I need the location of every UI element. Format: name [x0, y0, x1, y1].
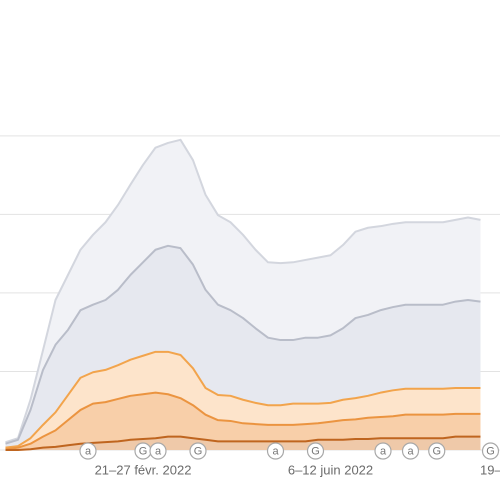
annotation-marker: G: [428, 442, 446, 460]
annotation-circle: [266, 442, 285, 460]
annotation-circle: [189, 442, 207, 460]
series-line: [5, 244, 481, 445]
band: [5, 392, 481, 450]
annotation-label: a: [380, 445, 387, 457]
annotation-label: a: [272, 445, 279, 457]
series-line: [5, 350, 481, 449]
annotation-label: a: [85, 445, 92, 457]
annotation-label: G: [432, 445, 441, 457]
band: [5, 139, 481, 444]
x-tick-label: 6–12 juin 2022: [288, 462, 373, 477]
annotation-marker: a: [79, 442, 97, 460]
annotation-marker: a: [401, 442, 420, 460]
annotation-label: G: [486, 445, 495, 457]
annotation-circle: [428, 442, 446, 460]
series-line: [5, 138, 481, 444]
annotation-label: a: [407, 445, 414, 457]
annotation-marker: a: [149, 442, 167, 460]
annotation-label: a: [155, 445, 162, 457]
annotation-circle: [374, 442, 392, 460]
annotation-circle: [481, 442, 500, 460]
annotation-circle: [149, 442, 167, 460]
x-tick-label: 21–27 févr. 2022: [95, 462, 192, 477]
annotation-label: G: [139, 445, 148, 457]
annotation-marker: G: [134, 442, 152, 460]
annotation-marker: G: [189, 442, 207, 460]
x-tick-label-partial: 19–: [480, 462, 500, 477]
annotation-circle: [401, 442, 420, 460]
series-line: [5, 391, 481, 451]
annotation-label: G: [194, 445, 203, 457]
band: [5, 245, 481, 448]
annotation-circle: [79, 442, 97, 460]
annotation-label: G: [311, 445, 320, 457]
annotation-marker: G: [481, 442, 500, 460]
annotation-circle: [306, 442, 325, 460]
annotation-marker: G: [306, 442, 325, 460]
annotation-marker: a: [266, 442, 285, 460]
annotation-marker: a: [374, 442, 392, 460]
